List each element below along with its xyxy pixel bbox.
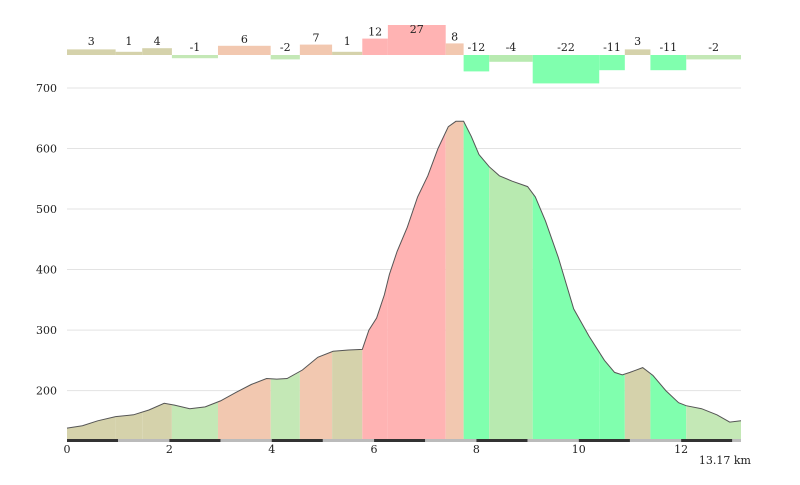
elevation-segment xyxy=(270,371,300,439)
elevation-segment xyxy=(362,280,388,439)
y-tick-label: 200 xyxy=(36,385,57,398)
grade-label: 3 xyxy=(634,35,641,48)
x-tick-label: 4 xyxy=(268,443,275,456)
grade-bar xyxy=(217,45,271,55)
elevation-segment xyxy=(217,378,271,439)
elevation-segment xyxy=(445,121,464,440)
x-tick-label: 8 xyxy=(473,443,480,456)
grade-label: 12 xyxy=(368,26,382,39)
x-axis-scale-bar xyxy=(425,439,477,442)
grade-label: 1 xyxy=(344,35,351,48)
grade-bar xyxy=(686,55,741,60)
grade-label: -2 xyxy=(708,41,719,54)
grade-bar xyxy=(67,49,116,55)
grade-label: 6 xyxy=(241,33,248,46)
grade-label: -4 xyxy=(506,41,517,54)
grade-label: -11 xyxy=(603,41,621,54)
x-axis-scale-bar xyxy=(118,439,170,442)
grade-label: -12 xyxy=(468,41,486,54)
elevation-line xyxy=(66,120,742,429)
x-axis-scale-bar xyxy=(527,439,579,442)
grade-bar xyxy=(445,43,464,55)
grade-label: -1 xyxy=(190,41,201,54)
grade-bar xyxy=(299,44,333,55)
grade-bar xyxy=(387,25,446,55)
x-tick-label: 6 xyxy=(371,443,378,456)
y-tick-label: 500 xyxy=(36,203,57,216)
x-axis-scale-bar xyxy=(732,439,741,442)
x-axis-scale-bar xyxy=(476,439,528,442)
x-axis-scale-bar xyxy=(681,439,733,442)
x-axis-scale-bar xyxy=(578,439,630,442)
x-axis-scale-bar xyxy=(169,439,221,442)
grade-bar xyxy=(142,48,172,55)
grade-bar xyxy=(332,51,363,55)
elevation-segment xyxy=(142,403,172,439)
grade-bar xyxy=(489,55,533,62)
y-tick-label: 700 xyxy=(36,82,57,95)
x-tick-label: 12 xyxy=(674,443,688,456)
grade-bar xyxy=(532,55,600,84)
elevation-segment xyxy=(171,401,218,439)
grade-label: 8 xyxy=(451,30,458,43)
grade-bars: 3 1 4 -1 6 -2 7 1 12 27 8 -12 -4 -22 -11 3 -11 -2 xyxy=(67,23,741,84)
elevation-segment xyxy=(532,193,600,439)
y-tick-label: 600 xyxy=(36,143,57,156)
grade-label: 3 xyxy=(88,35,95,48)
grade-label: 7 xyxy=(312,32,319,45)
elevation-segment xyxy=(115,412,143,439)
grade-label: 1 xyxy=(125,35,132,48)
elevation-segment xyxy=(463,121,490,440)
grade-bar xyxy=(115,51,143,55)
elevation-segment xyxy=(387,132,446,439)
grade-label: -22 xyxy=(557,41,575,54)
x-axis-scale-bar xyxy=(67,439,119,442)
elevation-segment xyxy=(299,351,333,439)
grade-bar xyxy=(624,49,651,55)
elevation-segment xyxy=(332,349,363,439)
elevation-segment xyxy=(489,166,533,439)
grade-bar xyxy=(171,55,218,59)
axes: 200 300 400 500 600 700 0 2 4 6 8 10 12 13.17 km xyxy=(36,82,752,467)
x-axis-scale-bar xyxy=(220,439,272,442)
grade-label: -11 xyxy=(659,41,677,54)
grade-bar xyxy=(463,55,490,72)
grade-bar xyxy=(362,38,388,55)
elevation-segment xyxy=(650,373,687,439)
grade-label: 27 xyxy=(410,23,424,36)
grade-label: 4 xyxy=(154,35,161,48)
x-tick-label: 2 xyxy=(166,443,173,456)
elevation-segment xyxy=(624,367,651,439)
elevation-area xyxy=(66,120,742,440)
x-axis-scale-bar xyxy=(271,439,323,442)
x-tick-label: 10 xyxy=(572,443,586,456)
x-axis-scale-bar xyxy=(374,439,426,442)
x-tick-label: 0 xyxy=(64,443,71,456)
x-axis-scale-bar xyxy=(629,439,682,442)
x-axis-scale-bar xyxy=(322,439,375,442)
grade-bar xyxy=(270,55,300,60)
y-tick-label: 400 xyxy=(36,264,57,277)
x-axis-unit-label: 13.17 km xyxy=(699,454,752,467)
elevation-segment xyxy=(67,416,116,439)
grade-bar xyxy=(599,55,625,71)
elevation-segment xyxy=(686,405,741,439)
y-tick-label: 300 xyxy=(36,324,57,337)
grade-label: -2 xyxy=(280,41,291,54)
elevation-segment xyxy=(599,352,625,439)
grade-bar xyxy=(650,55,687,71)
